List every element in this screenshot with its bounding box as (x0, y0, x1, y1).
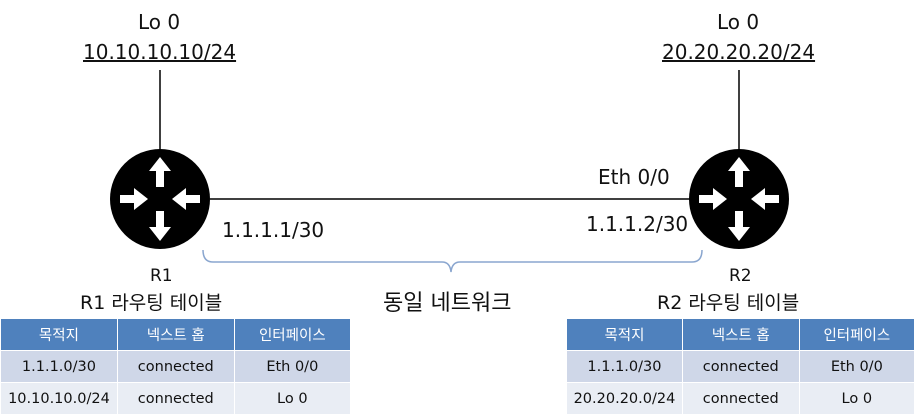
r1-loopback-name: Lo 0 (138, 10, 181, 34)
cell-interface: Eth 0/0 (798, 350, 916, 383)
r1-table-title: R1 라우팅 테이블 (80, 292, 223, 314)
r1-loopback-ip: 10.10.10.10/24 (83, 40, 237, 64)
r1-link-ip: 1.1.1.1/30 (222, 218, 325, 242)
r2-router-icon (689, 149, 789, 249)
header-destination: 목적지 (0, 318, 118, 351)
cell-destination: 10.10.10.0/24 (0, 382, 118, 415)
network-brace (202, 249, 703, 273)
r2-link-ip: 1.1.1.2/30 (586, 212, 689, 236)
header-interface: 인터페이스 (798, 318, 916, 351)
table-header-row: 목적지 넥스트 홉 인터페이스 (566, 318, 916, 351)
header-interface: 인터페이스 (233, 318, 352, 351)
cell-next-hop: connected (116, 382, 235, 415)
cell-next-hop: connected (681, 382, 800, 415)
table-row: 20.20.20.0/24 connected Lo 0 (566, 382, 916, 415)
cell-next-hop: connected (116, 350, 235, 383)
cell-destination: 1.1.1.0/30 (0, 350, 118, 383)
cell-interface: Eth 0/0 (233, 350, 352, 383)
header-next-hop: 넥스트 홉 (681, 318, 800, 351)
cell-destination: 1.1.1.0/30 (566, 350, 683, 383)
cell-destination: 20.20.20.0/24 (566, 382, 683, 415)
r2-interface-label: Eth 0/0 (598, 165, 670, 189)
r2-loopback-name: Lo 0 (717, 10, 760, 34)
cell-interface: Lo 0 (798, 382, 916, 415)
cell-next-hop: connected (681, 350, 800, 383)
header-next-hop: 넥스트 홉 (116, 318, 235, 351)
table-row: 1.1.1.0/30 connected Eth 0/0 (566, 350, 916, 383)
r2-loopback-ip: 20.20.20.20/24 (662, 40, 816, 64)
r1-router-icon (110, 149, 210, 249)
r2-table-title: R2 라우팅 테이블 (657, 292, 800, 314)
r2-name: R2 (729, 266, 752, 286)
header-destination: 목적지 (566, 318, 683, 351)
r1-routing-table: 목적지 넥스트 홉 인터페이스 1.1.1.0/30 connected Eth… (0, 318, 352, 415)
network-label: 동일 네트워크 (383, 291, 512, 316)
table-header-row: 목적지 넥스트 홉 인터페이스 (0, 318, 352, 351)
r2-routing-table: 목적지 넥스트 홉 인터페이스 1.1.1.0/30 connected Eth… (566, 318, 916, 415)
cell-interface: Lo 0 (233, 382, 352, 415)
table-row: 10.10.10.0/24 connected Lo 0 (0, 382, 352, 415)
table-row: 1.1.1.0/30 connected Eth 0/0 (0, 350, 352, 383)
r1-name: R1 (150, 266, 173, 286)
